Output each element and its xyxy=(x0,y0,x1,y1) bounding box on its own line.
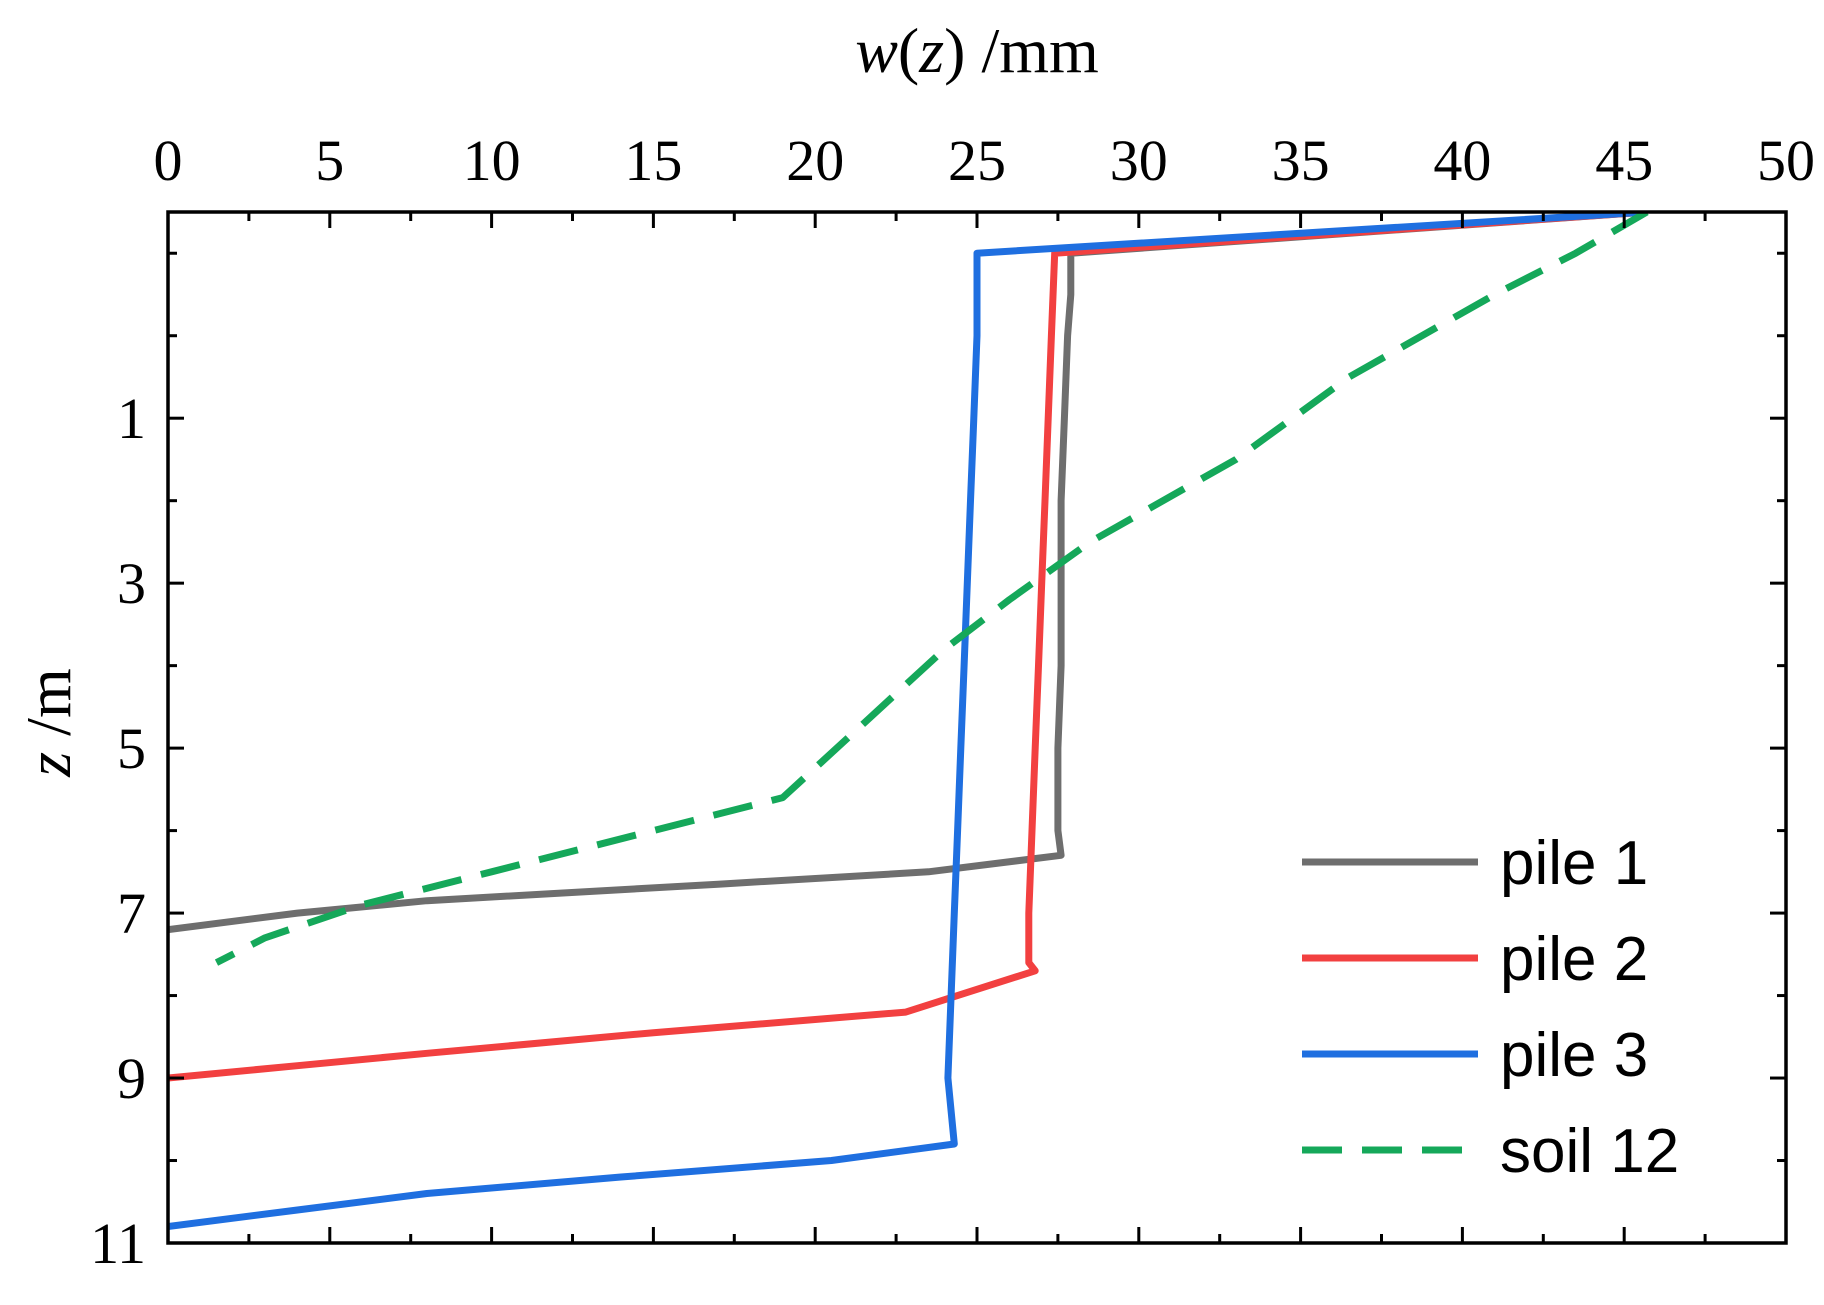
x-tick-label: 15 xyxy=(624,128,682,193)
x-axis-close: ) xyxy=(944,15,965,86)
series-line-soil-12 xyxy=(214,212,1649,966)
x-axis-unit: /mm xyxy=(965,15,1098,86)
y-axis-unit: /m xyxy=(13,668,84,752)
legend-label: pile 2 xyxy=(1500,925,1648,994)
legend-label: soil 12 xyxy=(1500,1117,1679,1186)
y-axis-title: z /m xyxy=(13,668,84,777)
y-tick-labels: 1 3 5 7 9 11 xyxy=(90,386,146,1276)
y-tick-label: 5 xyxy=(117,716,146,781)
x-tick-label: 45 xyxy=(1595,128,1653,193)
legend-label: pile 3 xyxy=(1500,1021,1648,1090)
x-tick-label: 5 xyxy=(315,128,344,193)
x-tick-label: 40 xyxy=(1433,128,1491,193)
plot-area xyxy=(168,212,1649,1230)
y-tick-label: 1 xyxy=(117,386,146,451)
x-tick-label: 20 xyxy=(786,128,844,193)
y-axis-var: z xyxy=(13,752,84,778)
series-line-pile-3 xyxy=(168,212,1648,1230)
ticks-layer xyxy=(166,212,1788,1245)
legend-label: pile 1 xyxy=(1500,829,1648,898)
y-tick-label: 9 xyxy=(117,1046,146,1111)
x-axis-title: w(z) /mm xyxy=(855,15,1099,86)
x-tick-label: 0 xyxy=(154,128,183,193)
y-tick-label: 7 xyxy=(117,881,146,946)
x-tick-label: 25 xyxy=(948,128,1006,193)
x-axis-open: ( xyxy=(898,15,919,86)
y-tick-label: 11 xyxy=(90,1211,146,1276)
series-layer xyxy=(168,212,1649,1230)
x-tick-label: 30 xyxy=(1110,128,1168,193)
x-tick-labels: 0 5 10 15 20 25 30 35 40 45 50 xyxy=(154,128,1816,193)
legend: pile 1 pile 2 pile 3 soil 12 xyxy=(1302,829,1679,1186)
y-tick-label: 3 xyxy=(117,551,146,616)
x-tick-label: 35 xyxy=(1272,128,1330,193)
series-line-pile-1 xyxy=(168,212,1648,934)
x-tick-label: 50 xyxy=(1757,128,1815,193)
x-axis-var: w xyxy=(855,15,898,86)
x-axis-arg: z xyxy=(918,15,944,86)
x-tick-label: 10 xyxy=(463,128,521,193)
series-line-pile-2 xyxy=(168,212,1648,1082)
